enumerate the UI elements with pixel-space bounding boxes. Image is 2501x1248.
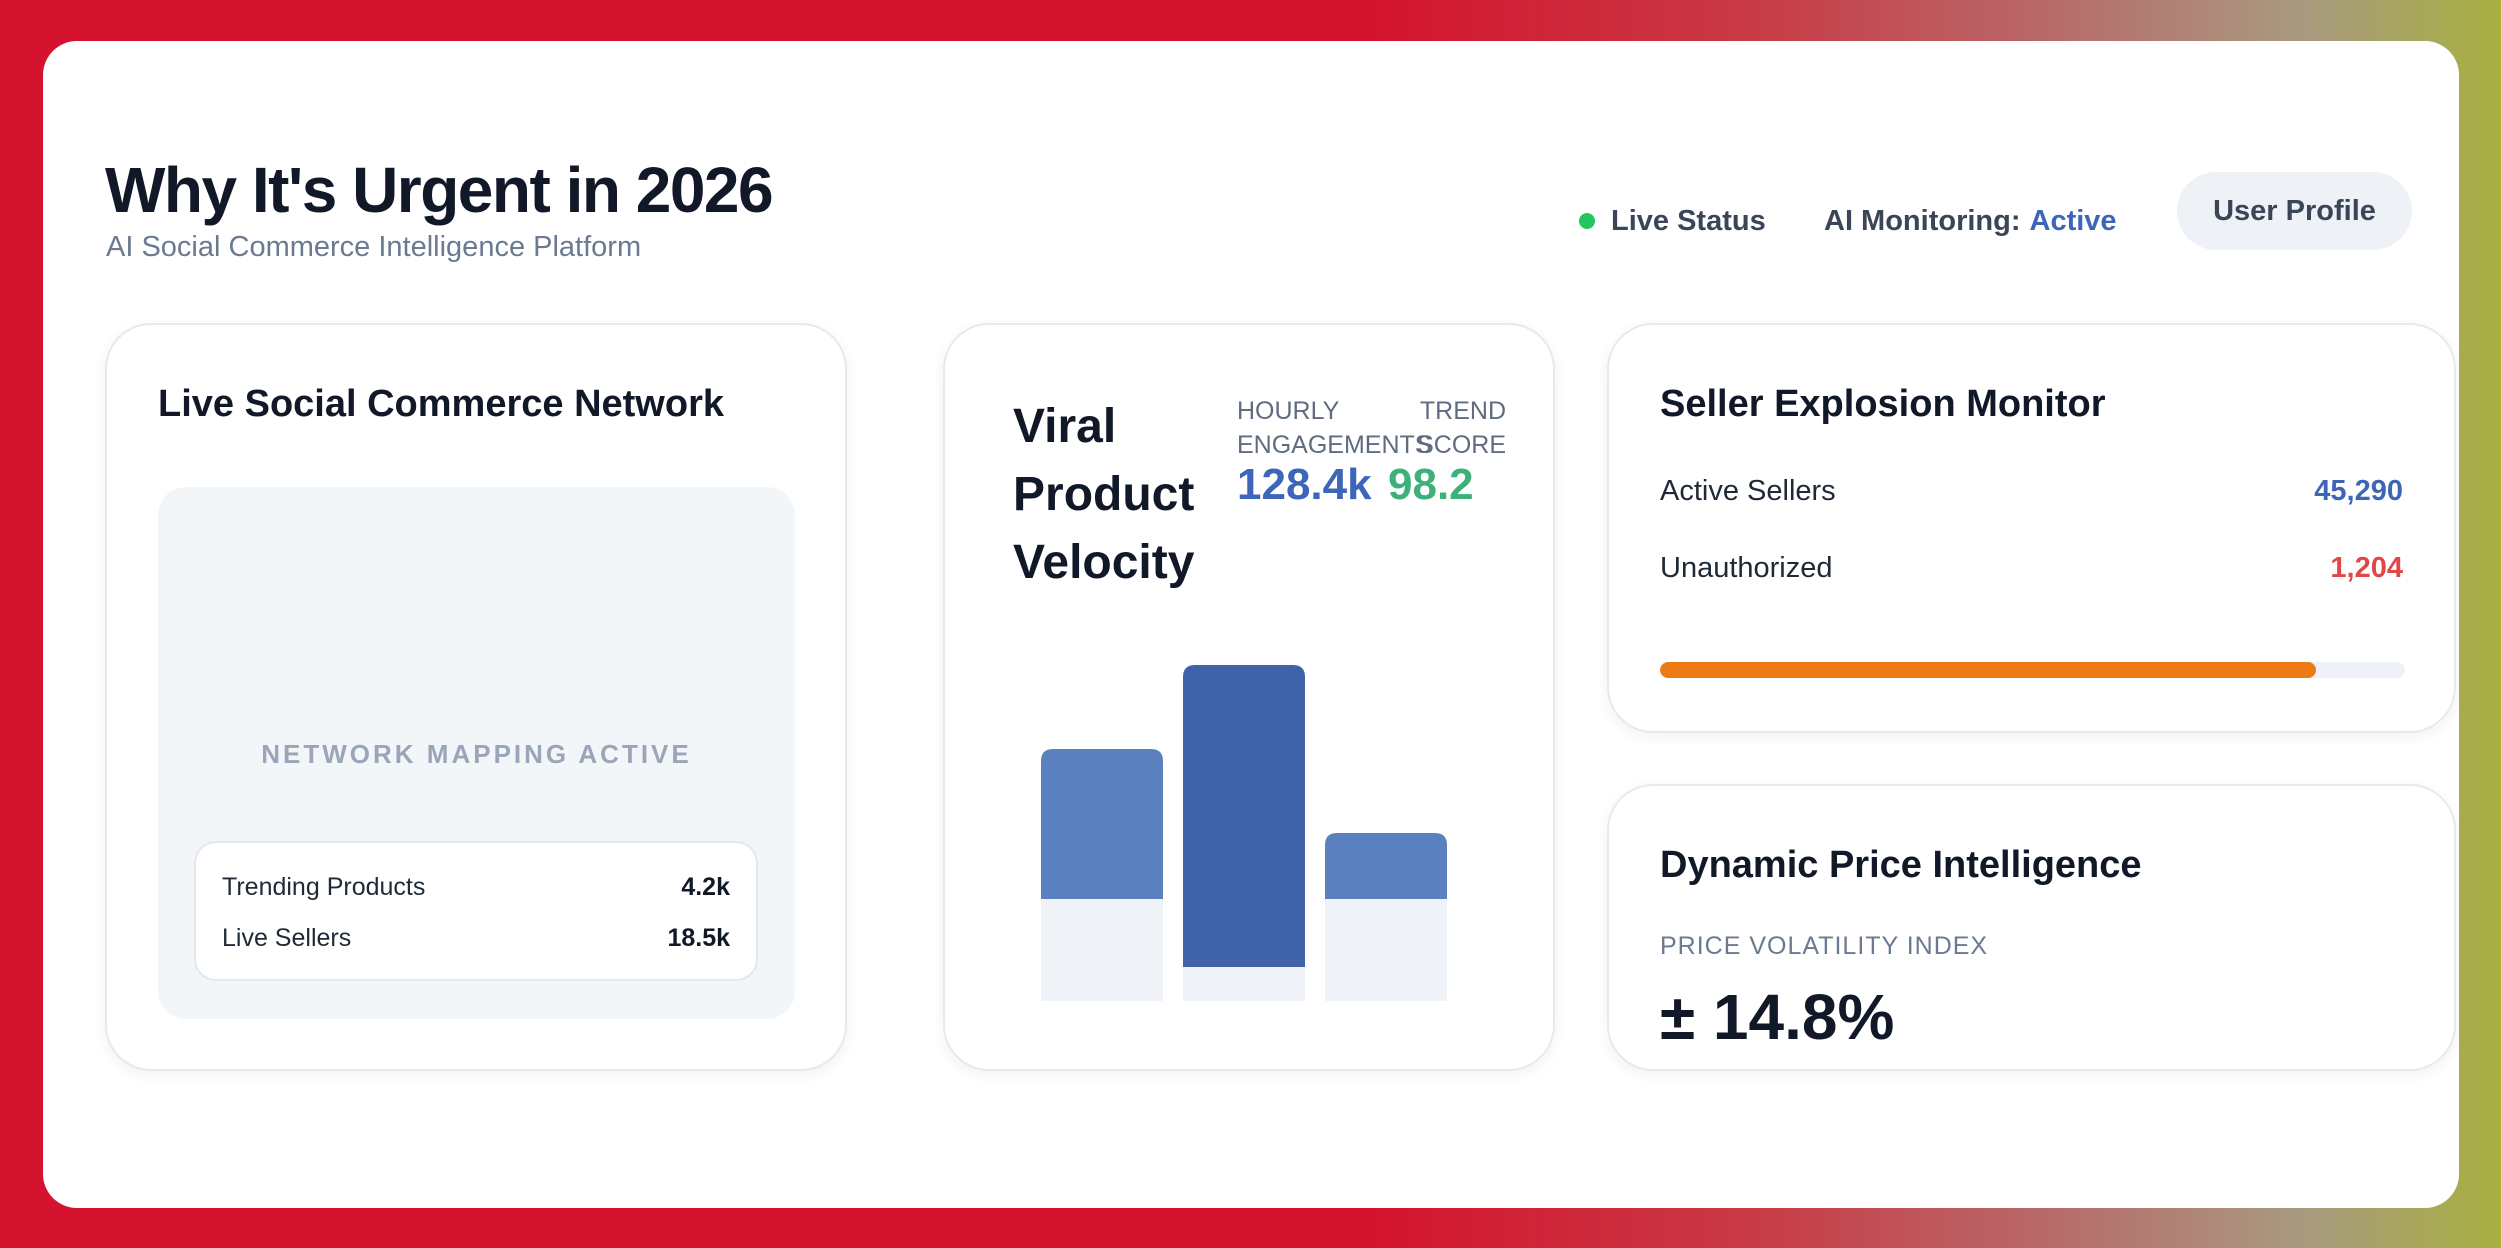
price-card: Dynamic Price Intelligence PRICE VOLATIL… [1607, 784, 2456, 1071]
velocity-bar-chart [1041, 665, 1447, 1001]
live-status: Live Status [1579, 193, 1766, 249]
chart-bar [1041, 749, 1163, 899]
stat-value: 18.5k [667, 923, 730, 952]
seller-value: 1,204 [2330, 551, 2403, 584]
network-card-title: Live Social Commerce Network [158, 383, 724, 425]
stat-label: Trending Products [222, 872, 426, 901]
price-volatility-label: PRICE VOLATILITY INDEX [1660, 932, 1989, 960]
chart-bar-base [1041, 899, 1163, 1001]
stat-value: 4.2k [681, 872, 730, 901]
seller-row-unauthorized: Unauthorized 1,204 [1660, 548, 2403, 588]
user-profile-button[interactable]: User Profile [2177, 172, 2412, 250]
live-dot-icon [1579, 213, 1595, 229]
live-status-label: Live Status [1611, 204, 1766, 237]
seller-label: Active Sellers [1660, 474, 1836, 507]
metric-label-trend: TREND SCORE [1417, 397, 1506, 459]
metric-value-trend: 98.2 [1388, 460, 1474, 509]
ai-monitoring-value: Active [2029, 204, 2117, 237]
network-stats-panel: Trending Products 4.2k Live Sellers 18.5… [194, 841, 758, 981]
seller-card-title: Seller Explosion Monitor [1660, 383, 2106, 425]
network-card: Live Social Commerce Network NETWORK MAP… [105, 323, 847, 1071]
page-title: Why It's Urgent in 2026 [105, 154, 774, 226]
seller-row-active: Active Sellers 45,290 [1660, 471, 2403, 511]
seller-progress-fill [1660, 662, 2316, 678]
network-map[interactable]: NETWORK MAPPING ACTIVE Trending Products… [158, 487, 795, 1019]
price-volatility-value: ± 14.8% [1660, 981, 1895, 1053]
seller-value: 45,290 [2314, 474, 2403, 507]
seller-label: Unauthorized [1660, 551, 1833, 584]
ai-monitoring-label: AI Monitoring: [1824, 204, 2021, 237]
dashboard-frame: Why It's Urgent in 2026 AI Social Commer… [43, 41, 2459, 1208]
velocity-card: Viral Product Velocity HOURLY ENGAGEMENT… [943, 323, 1555, 1071]
price-card-title: Dynamic Price Intelligence [1660, 844, 2142, 886]
metric-label-engagements: HOURLY ENGAGEMENTS [1237, 397, 1432, 459]
chart-bar [1183, 665, 1305, 967]
page-subtitle: AI Social Commerce Intelligence Platform [106, 231, 642, 263]
stat-row-trending: Trending Products 4.2k [222, 867, 730, 907]
stat-label: Live Sellers [222, 923, 352, 952]
stat-row-sellers: Live Sellers 18.5k [222, 918, 730, 958]
chart-bar-base [1325, 899, 1447, 1001]
seller-progress-track [1660, 662, 2405, 678]
seller-card: Seller Explosion Monitor Active Sellers … [1607, 323, 2456, 733]
chart-bar [1325, 833, 1447, 899]
network-mapping-label: NETWORK MAPPING ACTIVE [261, 739, 692, 769]
ai-monitoring-status: AI Monitoring: Active [1824, 193, 2117, 249]
velocity-card-title: Viral Product Velocity [1013, 400, 1195, 589]
metric-value-engagements: 128.4k [1237, 460, 1372, 509]
